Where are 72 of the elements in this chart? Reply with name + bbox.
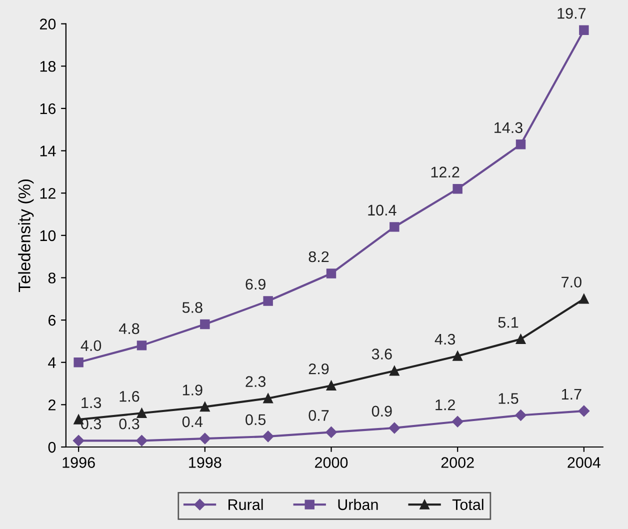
point — [516, 140, 526, 150]
point — [262, 430, 274, 442]
point — [390, 366, 400, 376]
data-label: 0.7 — [308, 410, 329, 421]
data-label: 8.2 — [308, 251, 329, 262]
point — [579, 25, 589, 36]
y-tick-label: 4 — [48, 357, 56, 368]
x-tick-label: 1996 — [62, 457, 95, 468]
data-label: 1.6 — [120, 390, 140, 402]
point — [263, 296, 273, 306]
data-label: 4.3 — [434, 334, 456, 345]
point — [578, 405, 590, 417]
data-label: 6.9 — [246, 278, 266, 290]
y-tick-label: 2 — [48, 400, 56, 410]
data-label: 0.9 — [372, 406, 392, 417]
data-label: 12.2 — [431, 166, 460, 178]
y-tick-label: 6 — [48, 314, 56, 326]
point — [388, 422, 400, 434]
data-label: 1.3 — [82, 397, 102, 408]
legend-label: Total — [452, 498, 484, 510]
point — [136, 340, 147, 350]
data-label: 1.7 — [562, 389, 582, 400]
y-tick-label: 20 — [40, 18, 56, 30]
data-label: 14.3 — [494, 122, 522, 134]
point — [452, 351, 462, 361]
point — [136, 435, 148, 446]
data-label: 4.8 — [118, 323, 140, 334]
data-label: 1.2 — [436, 399, 455, 410]
point — [579, 294, 589, 304]
y-tick-label: 12 — [40, 188, 56, 199]
point — [516, 334, 526, 344]
y-tick-label: 14 — [40, 146, 56, 156]
legend-label: Rural — [228, 498, 263, 510]
point — [452, 416, 464, 428]
x-tick-label: 2002 — [441, 457, 474, 468]
x-tick-label: 2000 — [315, 457, 348, 468]
data-label: 1.5 — [498, 393, 518, 404]
point — [72, 435, 84, 446]
point — [390, 222, 400, 232]
point — [326, 426, 337, 438]
y-axis-title: Teledensity (%) — [18, 179, 34, 292]
y-tick-label: 10 — [40, 230, 56, 242]
data-label: 10.4 — [368, 204, 396, 216]
point — [74, 358, 84, 368]
data-label: 4.0 — [80, 340, 102, 352]
point — [515, 410, 526, 421]
data-label: 2.9 — [308, 363, 329, 374]
point — [263, 393, 273, 404]
point — [326, 380, 336, 391]
x-tick-label: 2004 — [568, 457, 600, 468]
data-label: 0.5 — [246, 414, 266, 426]
data-label: 3.6 — [372, 348, 392, 360]
y-tick-label: 8 — [48, 272, 56, 284]
point — [136, 408, 147, 418]
point — [200, 402, 210, 412]
data-label: 1.9 — [182, 384, 202, 396]
data-label: 5.1 — [498, 317, 518, 328]
data-label: 0.4 — [182, 416, 203, 428]
data-label: 19.7 — [558, 8, 586, 19]
data-label: 2.3 — [246, 376, 266, 387]
x-tick-label: 1998 — [189, 457, 222, 468]
point — [452, 184, 462, 194]
y-tick-label: 16 — [40, 103, 56, 114]
point — [200, 319, 210, 330]
y-tick-label: 18 — [40, 60, 56, 72]
data-label: 7.0 — [562, 276, 582, 288]
data-label: 0.3 — [119, 418, 140, 430]
point — [199, 432, 211, 444]
point — [326, 268, 336, 278]
legend-label: Urban — [338, 498, 378, 510]
data-label: 5.8 — [182, 302, 202, 313]
y-tick-label: 0 — [48, 442, 56, 453]
